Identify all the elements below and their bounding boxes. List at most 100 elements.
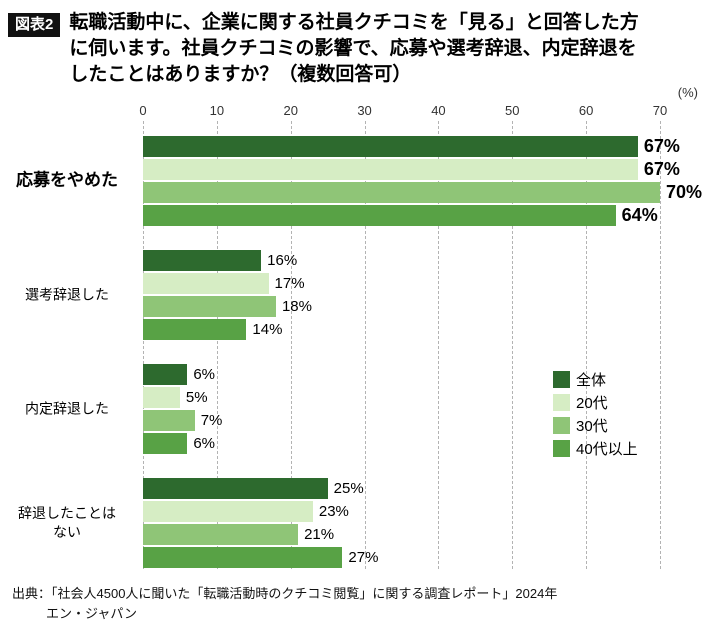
legend-label: 30代 [576, 417, 608, 435]
bar-value-label: 7% [200, 411, 223, 429]
bar [143, 272, 269, 294]
bar [143, 135, 638, 157]
gridline [660, 120, 661, 569]
title-line-1: 転職活動中に、企業に関する社員クチコミを「見る」と回答した方 [69, 12, 639, 33]
bar-value-label: 16% [267, 251, 298, 269]
gridline [438, 120, 440, 569]
bar-row: 14% [143, 318, 660, 341]
bar-value-label: 64% [621, 204, 658, 225]
figure-badge: 図表2 [8, 13, 61, 37]
bar [143, 181, 660, 203]
bar-value-label: 6% [193, 365, 215, 383]
legend-item: 30代 [553, 416, 638, 435]
bar [143, 386, 180, 408]
bar-group: 辞退したことは ない 25% 23% 21% 27% [18, 477, 660, 569]
title-line-2: に伺います。社員クチコミの影響で、応募や選考辞退、内定辞退を [69, 38, 637, 60]
legend-label: 20代 [576, 394, 608, 412]
axis-tick-label: 70 [652, 102, 668, 118]
figure-header: 図表2 転職活動中に、企業に関する社員クチコミを「見る」と回答した方 に伺います… [0, 0, 710, 89]
source-line-2: エン・ジャパン [46, 606, 138, 622]
legend-swatch [553, 439, 570, 457]
bar-row: 17% [143, 272, 660, 295]
bar [143, 477, 328, 499]
category-label: 応募をやめた [16, 170, 118, 190]
bar-row: 6% [143, 432, 660, 455]
bar-row: 25% [143, 477, 660, 500]
bar-value-label: 67% [643, 135, 680, 156]
legend-label: 40代以上 [576, 440, 638, 458]
source-line-1: 出典：「社会人4500人に聞いた「転職活動時のクチコミ閲覧」に関する調査レポート… [12, 586, 558, 601]
bar-row: 70% [143, 181, 702, 204]
bar [143, 500, 313, 522]
bar-row: 21% [143, 523, 660, 546]
bar-value-label: 5% [185, 388, 208, 406]
bar-group: 内定辞退した 6% 5% 7% 6% [25, 363, 660, 455]
category-label: 選考辞退した [25, 286, 109, 303]
bar-row: 18% [143, 295, 660, 318]
bar-value-label: 67% [643, 158, 680, 179]
bar [143, 523, 299, 545]
bar-row: 27% [143, 546, 660, 569]
axis-tick-label: 50 [505, 102, 520, 118]
gridline [290, 120, 292, 569]
bar-row: 5% [143, 386, 660, 409]
axis-tick-label: 10 [209, 102, 225, 118]
gridline [216, 120, 218, 569]
axis-tick-label: 40 [431, 102, 446, 118]
axis-tick-label: 60 [578, 102, 594, 118]
bar [143, 432, 188, 454]
legend-swatch [553, 393, 570, 411]
figure-title: 転職活動中に、企業に関する社員クチコミを「見る」と回答した方 に伺います。社員ク… [69, 10, 638, 89]
title-line-3: したことはありますか？（複数回答可） [69, 64, 412, 86]
bar [143, 204, 616, 226]
legend-item: 20代 [553, 393, 638, 412]
bar-row: 67% [143, 135, 680, 158]
bar [143, 363, 188, 385]
category-label: 辞退したことは ない [18, 504, 116, 540]
legend: 全体 20代 30代 40代以上 [553, 370, 638, 462]
legend-item: 全体 [553, 370, 638, 389]
axis-tick-label: 20 [283, 102, 298, 118]
axis-tick-label: 0 [139, 102, 147, 118]
legend-label: 全体 [576, 371, 607, 389]
bar-chart: (%) 0 10 20 30 40 50 60 70 応募をやめた 67% 67% 70% 64% 選考… [16, 85, 702, 569]
bar-row: 7% [143, 409, 660, 432]
gridline [512, 120, 514, 569]
axis-unit-label: (%) [677, 84, 698, 100]
bar-groups: 応募をやめた 67% 67% 70% 64% 選考辞退した 16% 17% 18% 14% 内定辞退… [16, 135, 702, 569]
plot-area: 応募をやめた 67% 67% 70% 64% 選考辞退した 16% 17% 18% 14% 内定辞退… [16, 120, 702, 569]
bar-value-label: 14% [252, 320, 283, 338]
bar-row: 64% [143, 204, 660, 227]
bar [143, 249, 262, 271]
bar [143, 546, 343, 568]
bar-value-label: 70% [666, 181, 703, 202]
bar-row: 16% [143, 249, 660, 272]
bar-row: 6% [143, 363, 660, 386]
legend-swatch [553, 370, 570, 388]
legend-item: 40代以上 [553, 439, 638, 458]
bar [143, 158, 638, 180]
bar [143, 295, 276, 317]
source-note: 出典：「社会人4500人に聞いた「転職活動時のクチコミ閲覧」に関する調査レポート… [12, 584, 557, 624]
bar-group: 選考辞退した 16% 17% 18% 14% [25, 249, 660, 341]
axis-tick-label: 30 [357, 102, 372, 118]
bar-row: 67% [143, 158, 680, 181]
bar [143, 409, 195, 431]
bar-value-label: 27% [348, 548, 379, 566]
category-label: 内定辞退した [25, 400, 109, 417]
x-axis: (%) 0 10 20 30 40 50 60 70 [139, 85, 698, 121]
bar-row: 23% [143, 500, 660, 523]
bar-value-label: 6% [193, 434, 215, 452]
gridline [586, 120, 588, 569]
bar-group: 応募をやめた 67% 67% 70% 64% [16, 135, 702, 227]
bar-value-label: 21% [304, 525, 335, 543]
bar-value-label: 25% [333, 479, 364, 497]
bar [143, 318, 247, 340]
gridline [364, 120, 366, 569]
bar-value-label: 17% [274, 274, 305, 292]
bar-value-label: 23% [318, 502, 349, 520]
bar-value-label: 18% [281, 297, 312, 315]
gridline [143, 120, 144, 569]
legend-swatch [553, 416, 570, 434]
